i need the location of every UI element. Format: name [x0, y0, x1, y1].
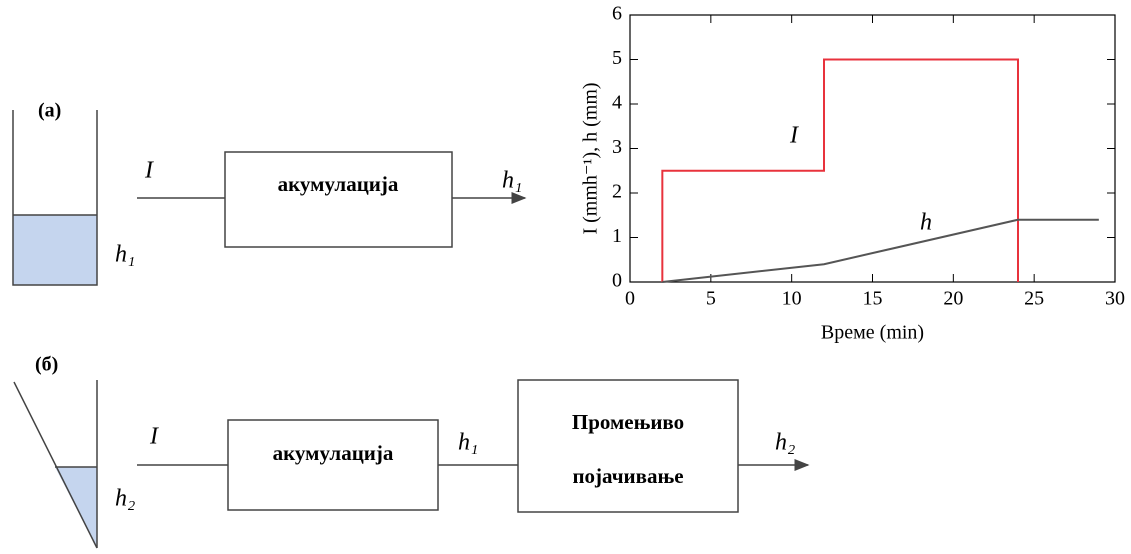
block-text: акумулација [278, 172, 399, 196]
series-label: I [789, 123, 799, 149]
y-axis-label: I (mmh⁻¹), h (mm) [580, 82, 602, 234]
x-tick-label: 30 [1105, 288, 1125, 310]
block-text: акумулација [273, 441, 394, 465]
x-tick-label: 5 [706, 288, 716, 310]
x-tick-label: 15 [863, 288, 883, 310]
y-tick-label: 1 [612, 225, 622, 247]
label: (a) [38, 100, 61, 122]
series-label: h [920, 210, 932, 236]
y-tick-label: 4 [612, 92, 622, 114]
middle: h₁ [458, 430, 478, 456]
diagram-a [13, 110, 525, 285]
x-tick-label: 25 [1024, 288, 1044, 310]
tank-level: h₁ [115, 242, 135, 268]
block [518, 380, 738, 512]
y-tick-label: 6 [612, 3, 622, 25]
tank-level: h₂ [115, 486, 135, 512]
water [13, 215, 97, 285]
page: (a) h₁ I акумулација h₁ (б) h₂ I акумула… [0, 0, 1131, 554]
plot-frame [630, 15, 1115, 282]
x-axis-label: Време (min) [821, 322, 924, 344]
y-tick-label: 5 [612, 47, 622, 69]
x-tick-label: 20 [943, 288, 963, 310]
output: h₂ [775, 430, 795, 456]
block [228, 420, 438, 510]
y-tick-label: 2 [612, 181, 622, 203]
tank-wall [14, 382, 97, 548]
input: I [144, 158, 154, 184]
chart: 0 5 10 15 20 25 30 0 1 2 3 4 5 6 Време (min) I (mmh⁻¹),… [580, 3, 1125, 344]
series-line [662, 220, 1099, 282]
y-tick-label: 0 [612, 270, 622, 292]
block-text: Промењиво [572, 410, 684, 434]
label: (б) [35, 354, 58, 376]
block [225, 152, 452, 247]
y-tick-label: 3 [612, 136, 622, 158]
diagram-b [14, 380, 808, 548]
series-line [662, 60, 1018, 283]
x-tick-label: 10 [782, 288, 802, 310]
output: h₁ [502, 168, 522, 194]
input: I [149, 424, 159, 450]
block-text: појачивање [572, 464, 683, 488]
x-tick-label: 0 [625, 288, 635, 310]
